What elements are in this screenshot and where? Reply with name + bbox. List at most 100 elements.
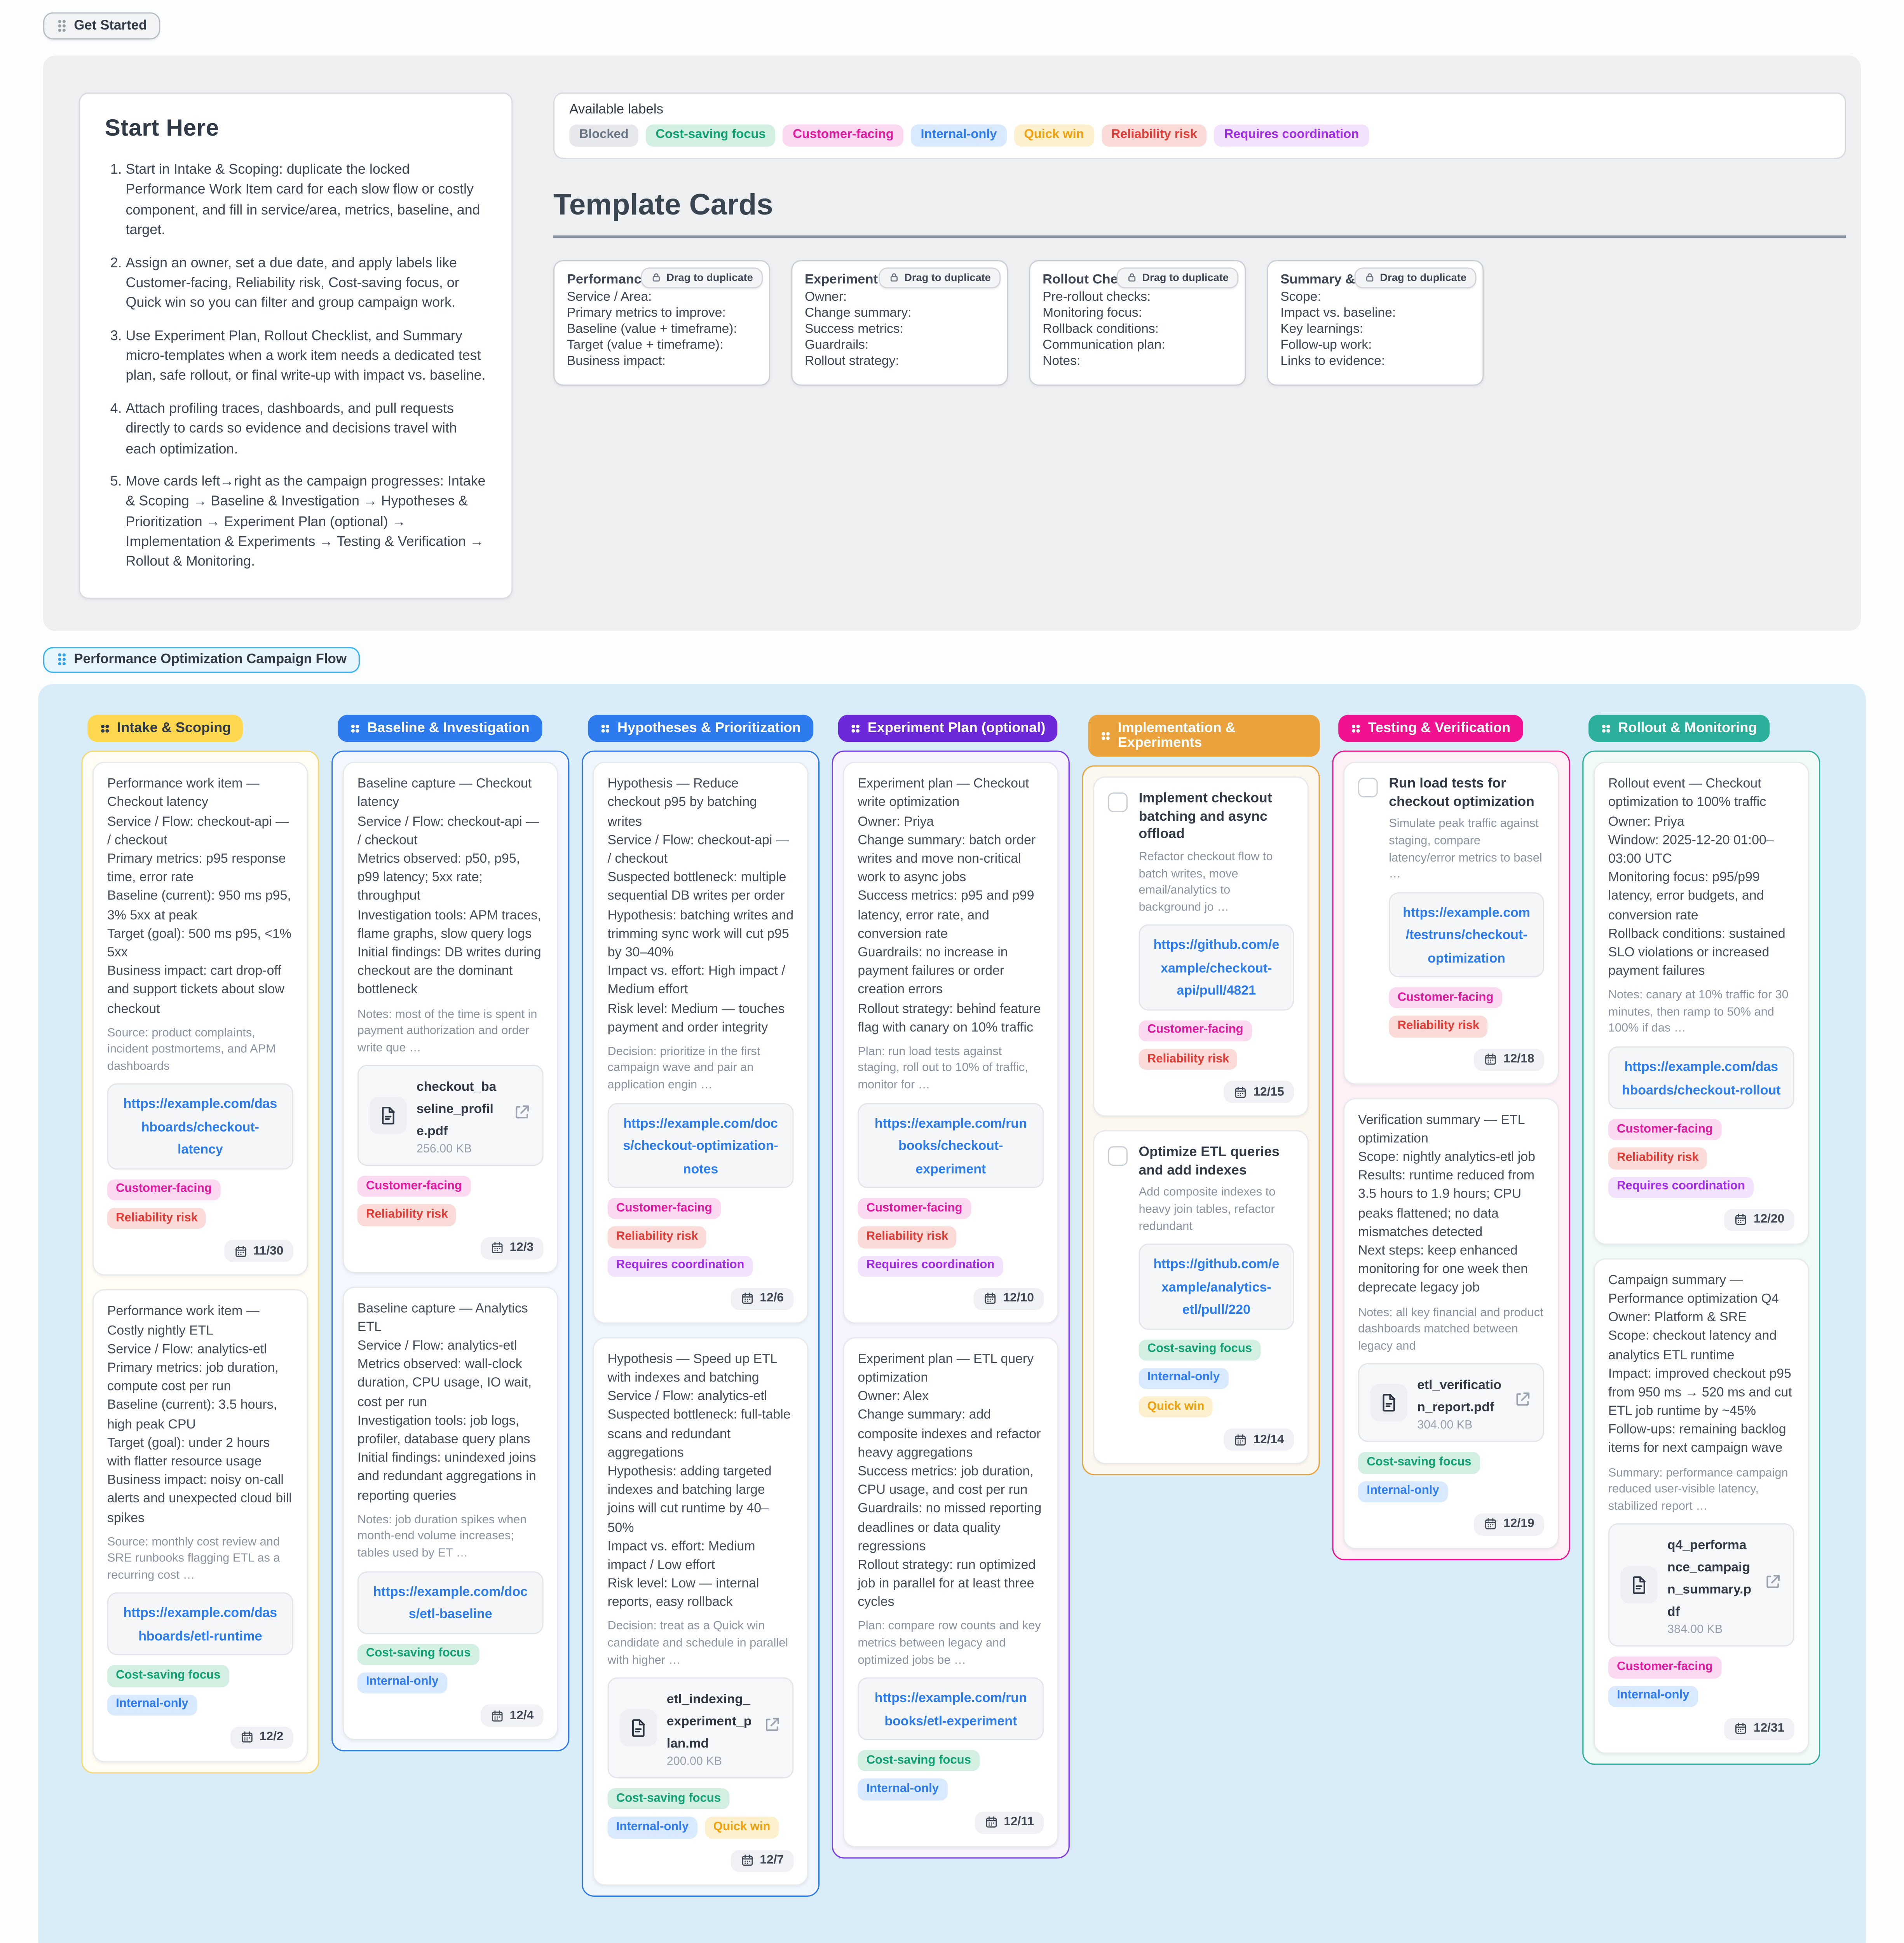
card-note: Notes: job duration spikes when month-en… [357, 1513, 527, 1560]
kanban-card[interactable]: Baseline capture — Analytics ETL Service… [342, 1286, 558, 1741]
task-checkbox[interactable] [1108, 1146, 1128, 1167]
lock-icon [1126, 272, 1137, 284]
card-link[interactable]: https://example.com/dashboards/etl-runti… [107, 1592, 293, 1656]
template-card-experiment-plan[interactable]: Drag to duplicate Experiment Plan Owner:… [791, 260, 1008, 386]
column-header[interactable]: Testing & Verification [1338, 715, 1523, 743]
column-name: Hypotheses & Prioritization [617, 721, 801, 736]
label-chip-cost-saving: Cost-saving focus [357, 1643, 479, 1665]
card-labels: Cost-saving focus Internal-only [1358, 1452, 1544, 1502]
card-labels: Customer-facing Reliability risk [1389, 987, 1544, 1038]
label-chip-blocked: Blocked [569, 124, 639, 147]
card-attachment[interactable]: etl_indexing_experiment_plan.md 200.00 K… [607, 1678, 794, 1779]
kanban-card[interactable]: Experiment plan — ETL query optimization… [843, 1337, 1059, 1847]
column-header[interactable]: Experiment Plan (optional) [838, 715, 1058, 743]
column-header[interactable]: Implementation & Experiments [1088, 715, 1320, 757]
column-header[interactable]: Intake & Scoping [87, 715, 244, 743]
card-text: Baseline capture — Checkout latency Serv… [357, 776, 541, 998]
kanban-card[interactable]: Campaign summary — Performance optimizat… [1593, 1258, 1809, 1754]
kanban-card[interactable]: Hypothesis — Speed up ETL with indexes a… [593, 1337, 809, 1885]
lock-icon [1364, 272, 1375, 284]
card-labels: Customer-facing Reliability risk Require… [858, 1198, 1044, 1277]
kanban-card[interactable]: Experiment plan — Checkout write optimiz… [843, 762, 1059, 1324]
kanban-card[interactable]: Performance work item — Costly nightly E… [92, 1289, 308, 1762]
column-header[interactable]: Rollout & Monitoring [1588, 715, 1770, 743]
card-link[interactable]: https://example.com/dashboards/checkout-… [107, 1084, 293, 1170]
card-text: Campaign summary — Performance optimizat… [1608, 1273, 1792, 1456]
template-card-fields: Scope: Impact vs. baseline: Key learning… [1280, 289, 1396, 369]
card-note: Plan: run load tests against staging, ro… [858, 1045, 1028, 1092]
attachment-name: checkout_baseline_profile.pdf [416, 1080, 497, 1139]
card-link[interactable]: https://example.com/dashboards/checkout-… [1608, 1046, 1794, 1109]
external-link-icon[interactable] [1763, 1573, 1782, 1598]
due-date-badge: 12/6 [730, 1287, 794, 1310]
template-card-performance-work-item[interactable]: Drag to duplicate Performance Work Item … [553, 260, 771, 386]
drag-handle-icon [350, 724, 360, 733]
drag-to-duplicate-badge: Drag to duplicate [640, 267, 763, 288]
board-title-pill[interactable]: Performance Optimization Campaign Flow [43, 647, 360, 673]
kanban-card[interactable]: Performance work item — Checkout latency… [92, 762, 308, 1276]
column-body: Hypothesis — Reduce checkout p95 by batc… [581, 751, 820, 1896]
due-date-badge: 12/15 [1224, 1081, 1294, 1104]
column-name: Intake & Scoping [117, 721, 231, 736]
card-link[interactable]: https://example.com/runbooks/etl-experim… [858, 1678, 1044, 1741]
card-link[interactable]: https://example.com/runbooks/checkout-ex… [858, 1102, 1044, 1188]
card-note: Notes: most of the time is spent in paym… [357, 1007, 537, 1055]
card-date-row: 12/11 [858, 1811, 1044, 1834]
kanban-task-card[interactable]: Run load tests for checkout optimization… [1343, 762, 1559, 1084]
column-header[interactable]: Hypotheses & Prioritization [588, 715, 813, 743]
task-checkbox[interactable] [1358, 778, 1378, 798]
due-date-badge: 12/18 [1474, 1048, 1544, 1071]
template-cards-heading: Template Cards [553, 188, 1846, 238]
external-link-icon[interactable] [513, 1103, 531, 1128]
kanban-card[interactable]: Hypothesis — Reduce checkout p95 by batc… [593, 762, 809, 1324]
drag-handle-icon [57, 19, 66, 33]
card-attachment[interactable]: checkout_baseline_profile.pdf 256.00 KB [357, 1065, 544, 1166]
label-chip-requires-coordination: Requires coordination [607, 1255, 753, 1277]
template-card-rollout-checklist[interactable]: Drag to duplicate Rollout Checklist Pre-… [1029, 260, 1246, 386]
template-card-summary-learnings[interactable]: Drag to duplicate Summary & Learnings Sc… [1267, 260, 1484, 386]
due-date-badge: 12/20 [1724, 1209, 1794, 1231]
card-attachment[interactable]: etl_verification_report.pdf 304.00 KB [1358, 1363, 1544, 1442]
task-description: Add composite indexes to heavy join tabl… [1139, 1186, 1276, 1233]
column-experiment-plan: Experiment Plan (optional) Experiment pl… [832, 715, 1070, 1858]
card-link[interactable]: https://example.com/docs/checkout-optimi… [607, 1102, 794, 1188]
label-chip-customer-facing: Customer-facing [1608, 1657, 1722, 1678]
attachment-size: 256.00 KB [416, 1142, 472, 1156]
card-date-row: 12/6 [608, 1287, 794, 1310]
label-chip-customer-facing: Customer-facing [1139, 1020, 1252, 1042]
card-labels: Cost-saving focus Internal-only [858, 1750, 1044, 1800]
kanban-task-card[interactable]: Optimize ETL queries and add indexes Add… [1093, 1130, 1309, 1465]
kanban-card[interactable]: Baseline capture — Checkout latency Serv… [342, 762, 558, 1273]
label-chip-internal-only: Internal-only [107, 1694, 197, 1716]
kanban-card[interactable]: Verification summary — ETL optimization … [1343, 1097, 1559, 1549]
label-chip-reliability-risk: Reliability risk [107, 1208, 207, 1230]
step-item: Use Experiment Plan, Rollout Checklist, … [126, 326, 486, 387]
available-labels-title: Available labels [569, 102, 664, 117]
card-link[interactable]: https://example.com/testruns/checkout-op… [1389, 892, 1544, 978]
label-chip-customer-facing: Customer-facing [1608, 1119, 1722, 1141]
get-started-label: Get Started [74, 18, 147, 33]
task-content: Run load tests for checkout optimization… [1389, 776, 1544, 1071]
template-cards-row: Drag to duplicate Performance Work Item … [553, 260, 1846, 386]
column-header[interactable]: Baseline & Investigation [337, 715, 542, 743]
column-body: Experiment plan — Checkout write optimiz… [832, 751, 1070, 1858]
start-here-title: Start Here [105, 116, 219, 142]
kanban-card[interactable]: Rollout event — Checkout optimization to… [1593, 762, 1809, 1245]
card-labels: Customer-facing Reliability risk [107, 1179, 293, 1230]
external-link-icon[interactable] [763, 1716, 781, 1740]
card-link[interactable]: https://example.com/docs/etl-baseline [357, 1571, 544, 1634]
card-note: Source: product complaints, incident pos… [107, 1026, 276, 1073]
card-note: Decision: treat as a Quick win candidate… [607, 1620, 788, 1667]
external-link-icon[interactable] [1513, 1390, 1532, 1415]
column-intake-scoping: Intake & Scoping Performance work item —… [81, 715, 319, 1774]
card-link[interactable]: https://github.com/example/checkout-api/… [1139, 924, 1294, 1010]
get-started-button[interactable]: Get Started [43, 12, 161, 40]
drag-to-duplicate-badge: Drag to duplicate [1354, 267, 1477, 288]
card-link[interactable]: https://github.com/example/analytics-etl… [1139, 1244, 1294, 1330]
task-checkbox[interactable] [1108, 793, 1128, 813]
board-title: Performance Optimization Campaign Flow [74, 652, 347, 667]
card-text: Experiment plan — ETL query optimization… [858, 1352, 1042, 1610]
card-attachment[interactable]: q4_performance_campaign_summary.pdf 384.… [1608, 1524, 1794, 1647]
kanban-task-card[interactable]: Implement checkout batching and async of… [1093, 776, 1309, 1117]
intro-right-column: Available labels Blocked Cost-saving foc… [553, 92, 1846, 386]
